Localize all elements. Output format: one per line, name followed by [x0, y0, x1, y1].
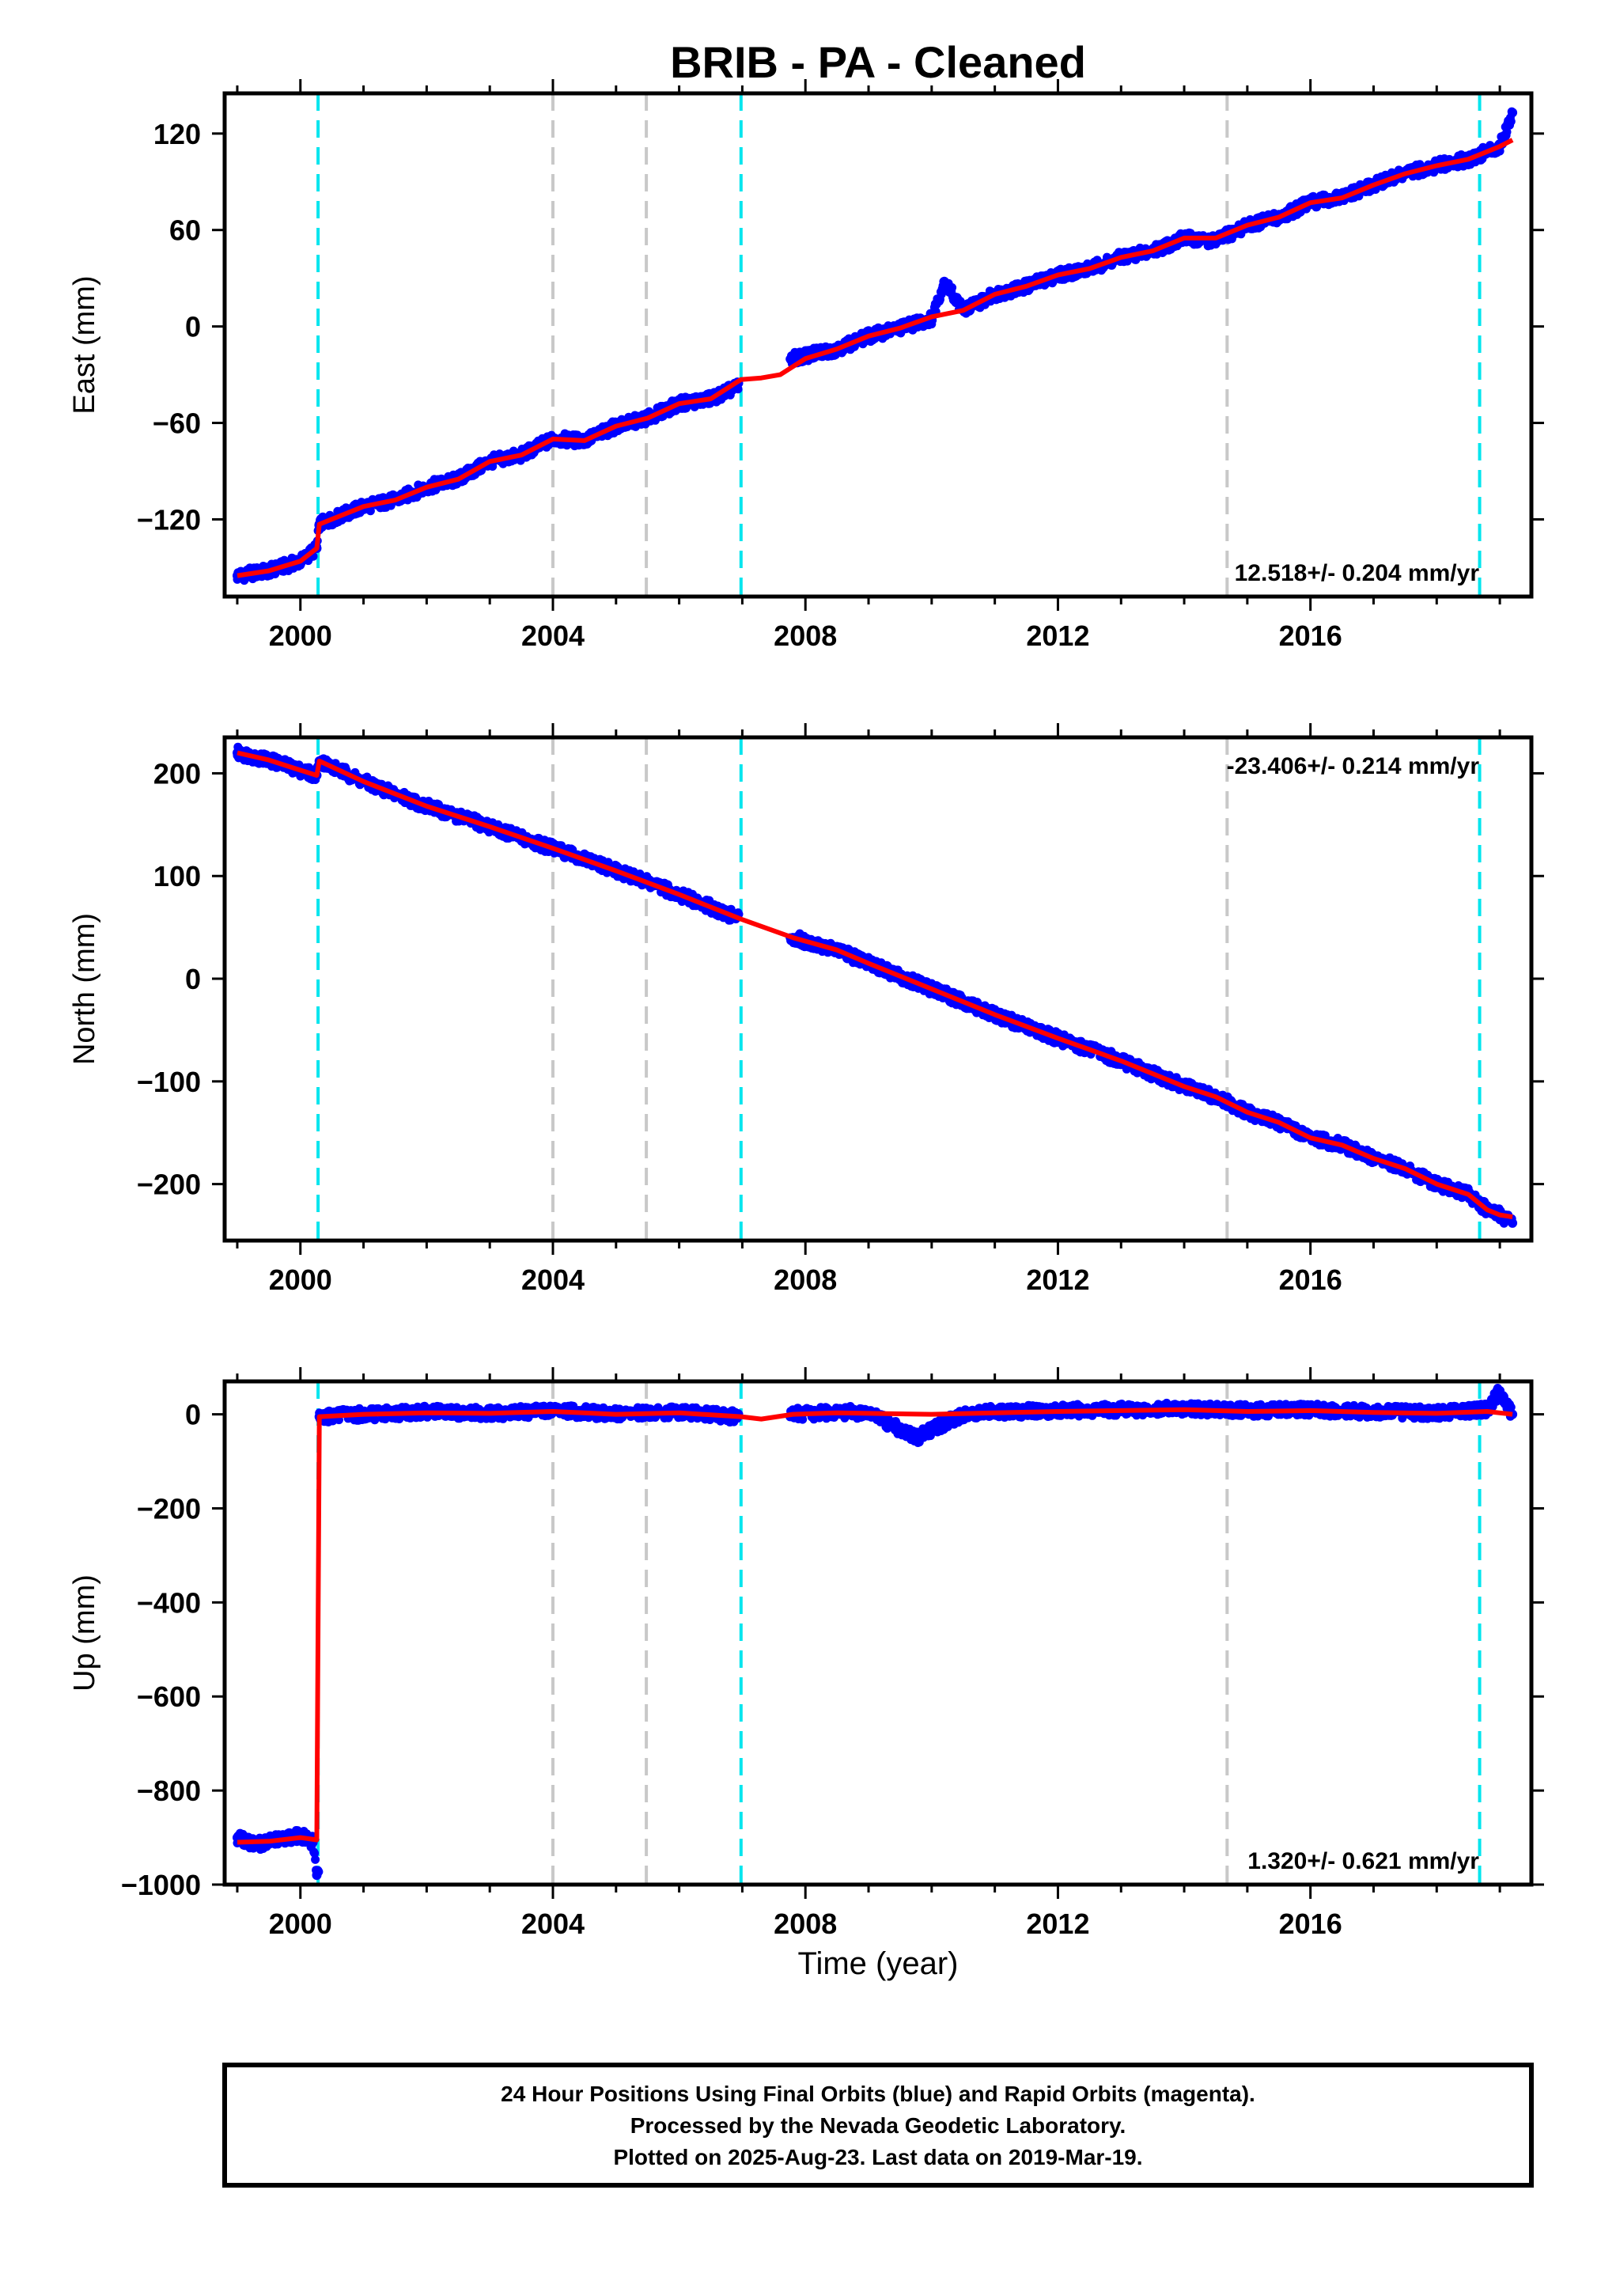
- panel-east: 2000 2004 2008 2012 2016 −120 −60 0 60 120 East (m…: [68, 79, 1544, 652]
- y-axis-label: East (mm): [68, 275, 101, 414]
- data-point: [1508, 1218, 1518, 1228]
- y-tick-label: −200: [137, 1169, 201, 1201]
- y-tick-label: −60: [153, 407, 201, 440]
- data-point: [1506, 117, 1516, 126]
- x-tick-label: 2012: [1026, 1264, 1089, 1296]
- y-tick-label: 100: [153, 860, 201, 892]
- data-point: [948, 283, 957, 292]
- data-point: [365, 506, 375, 516]
- data-point: [370, 1415, 380, 1425]
- y-tick-label: −100: [137, 1066, 201, 1098]
- y-tick-label: 200: [153, 757, 201, 790]
- figure-title: BRIB - PA - Cleaned: [670, 37, 1086, 87]
- x-tick-label: 2008: [774, 1264, 837, 1296]
- x-tick-label: 2016: [1279, 1264, 1342, 1296]
- y-tick-label: −120: [137, 503, 201, 536]
- x-tick-label: 2000: [269, 1264, 332, 1296]
- data-point: [939, 276, 949, 286]
- x-tick-label: 2016: [1279, 619, 1342, 652]
- x-tick-label: 2012: [1026, 619, 1089, 652]
- data-point: [311, 1855, 320, 1864]
- x-tick-label: 2004: [521, 1264, 585, 1296]
- rate-label: 12.518+/- 0.204 mm/yr: [1235, 560, 1480, 586]
- y-tick-label: 60: [169, 214, 201, 247]
- x-tick-label: 2004: [521, 619, 585, 652]
- x-tick-label: 2008: [774, 619, 837, 652]
- y-axis-label: North (mm): [68, 913, 101, 1065]
- x-tick-label: 2000: [269, 619, 332, 652]
- data-point: [1508, 108, 1518, 118]
- rate-label: -23.406+/- 0.214 mm/yr: [1227, 753, 1480, 779]
- y-tick-label: 0: [185, 311, 201, 343]
- y-tick-label: 0: [185, 963, 201, 995]
- y-tick-label: 120: [153, 118, 201, 150]
